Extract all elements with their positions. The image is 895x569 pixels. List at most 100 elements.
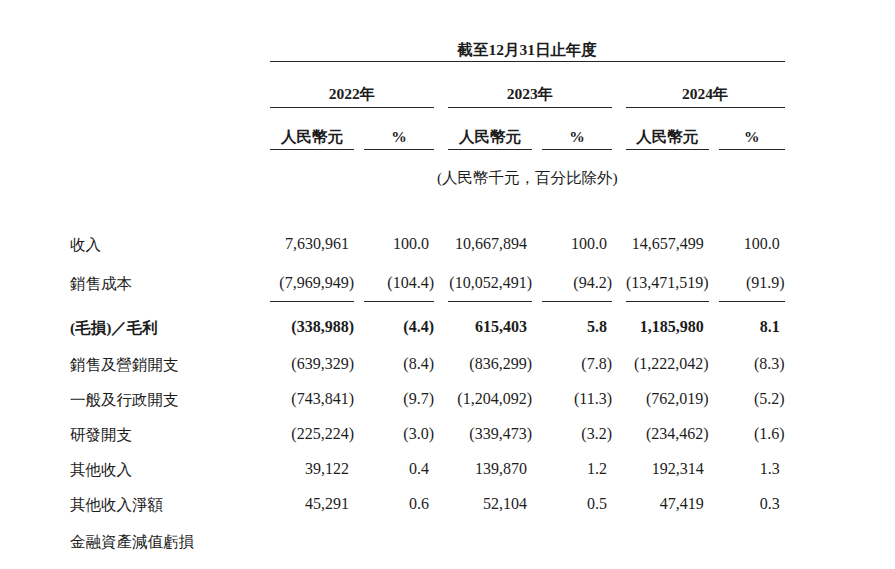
cell-value: (5.2) bbox=[719, 379, 785, 414]
currency-column-header: 人民幣元 bbox=[270, 108, 354, 150]
cell-value: (743,841) bbox=[270, 379, 354, 414]
percent-column-header: % bbox=[542, 108, 612, 150]
cell-value: (0.0) bbox=[542, 556, 612, 569]
currency-column-header: 人民幣元 bbox=[626, 108, 709, 150]
cell-value: (225,224) bbox=[270, 414, 354, 449]
column-spacer bbox=[612, 449, 626, 484]
empty-cell bbox=[70, 108, 270, 150]
cell-value: 1.2 bbox=[542, 449, 612, 484]
cell-value: 100.0 bbox=[364, 224, 434, 259]
units-note-row: (人民幣千元，百分比除外) bbox=[70, 150, 785, 189]
cell-value: (8.4) bbox=[364, 344, 434, 379]
column-spacer bbox=[709, 414, 719, 449]
column-spacer bbox=[354, 344, 364, 379]
column-spacer bbox=[434, 259, 448, 302]
column-spacer bbox=[434, 224, 448, 259]
cell-value: 8.1 bbox=[719, 302, 785, 345]
cell-value: (94.2) bbox=[542, 259, 612, 302]
units-note: (人民幣千元，百分比除外) bbox=[270, 150, 785, 189]
column-spacer bbox=[612, 519, 626, 556]
cell-value bbox=[626, 519, 709, 556]
period-header: 截至12月31日止年度 bbox=[270, 28, 785, 62]
cell-value: 0.4 bbox=[364, 449, 434, 484]
column-spacer bbox=[612, 484, 626, 519]
column-spacer bbox=[709, 519, 719, 556]
percent-column-header: % bbox=[364, 108, 434, 150]
cell-value: (9.7) bbox=[364, 379, 434, 414]
column-spacer bbox=[612, 302, 626, 345]
column-spacer bbox=[612, 108, 626, 150]
cell-value bbox=[270, 519, 354, 556]
empty-cell bbox=[70, 150, 270, 189]
column-spacer bbox=[434, 449, 448, 484]
cell-value bbox=[719, 519, 785, 556]
column-spacer bbox=[354, 556, 364, 569]
row-label: 金融資產減值虧損 bbox=[70, 519, 270, 556]
table-row: 收入 7,630,961 100.0 10,667,894 100.0 14,6… bbox=[70, 224, 785, 259]
cell-value: 0.3 bbox=[719, 484, 785, 519]
cell-value: (13,471,519) bbox=[626, 259, 709, 302]
cell-value: 139,870 bbox=[448, 449, 532, 484]
column-spacer bbox=[709, 484, 719, 519]
column-spacer bbox=[612, 224, 626, 259]
cell-value: (1.6) bbox=[719, 414, 785, 449]
row-label: 一般及行政開支 bbox=[70, 379, 270, 414]
cell-value: (11.3) bbox=[542, 379, 612, 414]
table-row: 淨額 (3,059) (0.0) (2,910) (0.0) (7,694) (… bbox=[70, 556, 785, 569]
cell-value: 1,185,980 bbox=[626, 302, 709, 345]
column-spacer bbox=[354, 224, 364, 259]
row-label: 淨額 bbox=[70, 556, 270, 569]
row-label: 其他收入 bbox=[70, 449, 270, 484]
column-spacer bbox=[434, 414, 448, 449]
cell-value: 5.8 bbox=[542, 302, 612, 345]
column-spacer bbox=[354, 379, 364, 414]
percent-column-header: % bbox=[719, 108, 785, 150]
column-spacer bbox=[612, 344, 626, 379]
table-row: 其他收入 39,122 0.4 139,870 1.2 192,314 1.3 bbox=[70, 449, 785, 484]
column-spacer bbox=[612, 414, 626, 449]
cell-value: (1,204,092) bbox=[448, 379, 532, 414]
cell-value: (0.0) bbox=[364, 556, 434, 569]
year-header-2022: 2022年 bbox=[270, 62, 434, 108]
column-spacer bbox=[434, 379, 448, 414]
column-spacer bbox=[709, 449, 719, 484]
financial-summary-table: 截至12月31日止年度 2022年 2023年 2024年 人民幣元 % 人民幣… bbox=[70, 28, 785, 569]
cell-value: (104.4) bbox=[364, 259, 434, 302]
cell-value: (7.8) bbox=[542, 344, 612, 379]
cell-value: (4.4) bbox=[364, 302, 434, 345]
column-spacer bbox=[532, 449, 542, 484]
column-spacer bbox=[434, 519, 448, 556]
cell-value: (338,988) bbox=[270, 302, 354, 345]
spacer-row bbox=[70, 188, 785, 224]
cell-value: (639,329) bbox=[270, 344, 354, 379]
column-header-row: 人民幣元 % 人民幣元 % 人民幣元 % bbox=[70, 108, 785, 150]
cell-value: (2,910) bbox=[448, 556, 532, 569]
column-spacer bbox=[532, 224, 542, 259]
column-spacer bbox=[434, 302, 448, 345]
column-spacer bbox=[532, 519, 542, 556]
cell-value bbox=[448, 519, 532, 556]
cell-value: 10,667,894 bbox=[448, 224, 532, 259]
column-spacer bbox=[709, 344, 719, 379]
cell-value: (762,019) bbox=[626, 379, 709, 414]
cell-value: (10,052,491) bbox=[448, 259, 532, 302]
column-spacer bbox=[354, 302, 364, 345]
document-page: 截至12月31日止年度 2022年 2023年 2024年 人民幣元 % 人民幣… bbox=[0, 0, 895, 569]
cell-value: 1.3 bbox=[719, 449, 785, 484]
column-spacer bbox=[709, 556, 719, 569]
cell-value: (7,694) bbox=[626, 556, 709, 569]
column-spacer bbox=[532, 108, 542, 150]
currency-column-header: 人民幣元 bbox=[448, 108, 532, 150]
column-spacer bbox=[709, 108, 719, 150]
cell-value: 192,314 bbox=[626, 449, 709, 484]
row-label: 銷售及營銷開支 bbox=[70, 344, 270, 379]
column-spacer bbox=[532, 556, 542, 569]
table-row: 研發開支 (225,224) (3.0) (339,473) (3.2) (23… bbox=[70, 414, 785, 449]
cell-value: 45,291 bbox=[270, 484, 354, 519]
column-spacer bbox=[434, 484, 448, 519]
empty-cell bbox=[70, 28, 270, 62]
cell-value: (1,222,042) bbox=[626, 344, 709, 379]
cell-value: 7,630,961 bbox=[270, 224, 354, 259]
column-spacer bbox=[612, 556, 626, 569]
table-row: (毛損)／毛利 (338,988) (4.4) 615,403 5.8 1,18… bbox=[70, 302, 785, 345]
